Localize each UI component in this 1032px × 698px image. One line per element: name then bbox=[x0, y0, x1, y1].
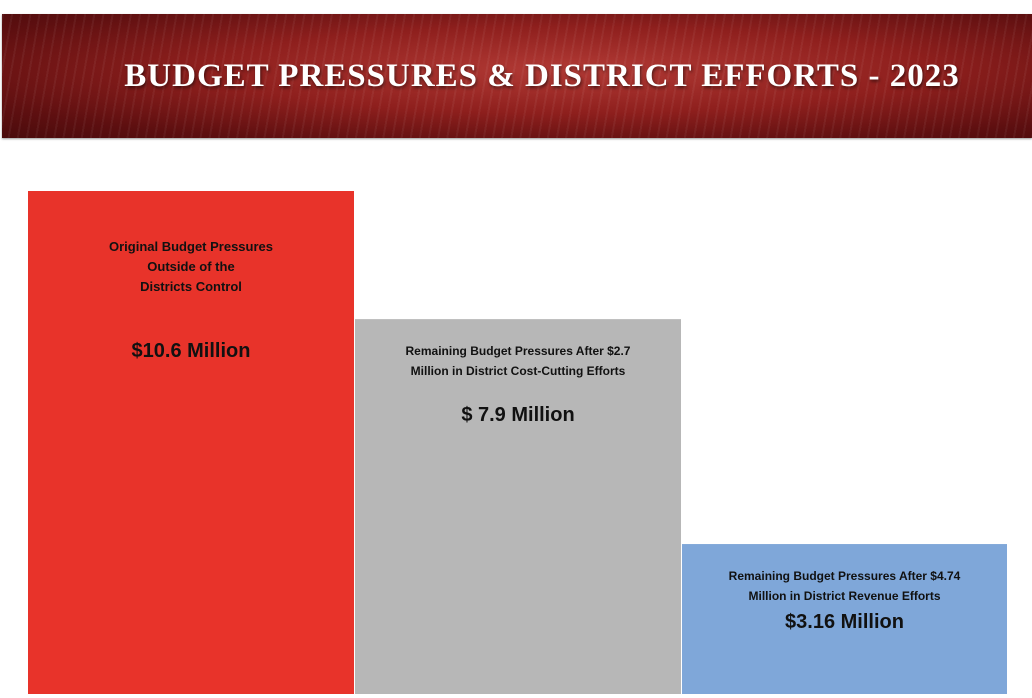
bar-1-description-line: Districts Control bbox=[140, 279, 242, 294]
bar-2 bbox=[355, 319, 681, 694]
bar-1-description-line: Outside of the bbox=[147, 259, 234, 274]
bar-3-description-line: Million in District Revenue Efforts bbox=[748, 589, 940, 603]
page-title: BUDGET PRESSURES & DISTRICT EFFORTS - 20… bbox=[124, 58, 960, 94]
title-banner: BUDGET PRESSURES & DISTRICT EFFORTS - 20… bbox=[2, 14, 1032, 138]
bar-2-value-label: $ 7.9 Million bbox=[461, 404, 574, 426]
bar-1-description-line: Original Budget Pressures bbox=[109, 239, 273, 254]
bar-2-description-line: Remaining Budget Pressures After $2.7 bbox=[406, 344, 631, 358]
bar-2-description-line: Million in District Cost-Cutting Efforts bbox=[411, 364, 626, 378]
bar-1-value-label: $10.6 Million bbox=[132, 340, 251, 362]
bar-1 bbox=[28, 191, 354, 694]
bar-3-description-line: Remaining Budget Pressures After $4.74 bbox=[729, 569, 961, 583]
bar-3-value-label: $3.16 Million bbox=[785, 611, 904, 633]
bar-3 bbox=[682, 544, 1007, 694]
